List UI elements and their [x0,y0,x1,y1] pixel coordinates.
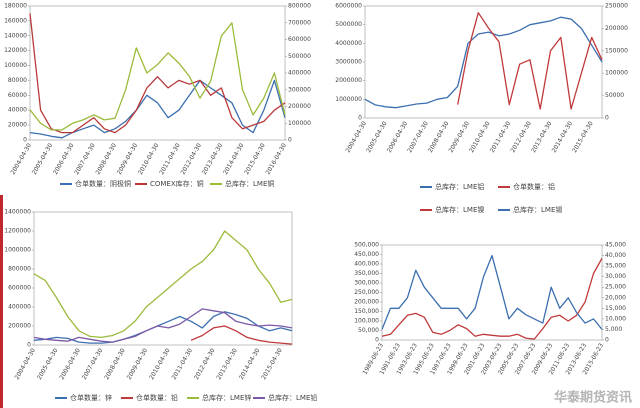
legend-label: 总库存：LME锡 [513,205,562,214]
y-tick-label: 0 [358,115,362,122]
y2-tick-label: 10,000 [605,315,626,322]
legend-label: 总库存：LME铝 [435,182,484,191]
y-tick-label: 100,000 [354,318,379,325]
y2-tick-label: 200000 [605,25,628,32]
y-tick-label: 350,000 [354,270,379,277]
y-tick-label: 1200000 [4,228,31,235]
y-tick-label: 200,000 [354,299,379,306]
y2-tick-label: 0 [605,115,609,122]
y-tick-label: 6000000 [335,3,362,10]
y-tick-label: 40000 [8,107,27,114]
y2-tick-label: 600000 [288,36,311,43]
legend-label: 仓单数量：锌 [70,393,112,402]
y2-tick-label: 250000 [605,3,628,10]
y2-tick-label: 200000 [288,103,311,110]
y2-tick-label: 35,000 [605,263,626,270]
y2-tick-label: 500000 [288,53,311,60]
y-tick-label: 400,000 [354,261,379,268]
legend-label: 总库存：LME铜 [225,179,274,188]
y-tick-label: 0 [375,337,379,344]
series-line [190,325,293,345]
accent-bar [0,195,3,408]
watermark: 华泰期货资讯 [554,390,632,406]
y2-tick-label: 30,000 [605,273,626,280]
y2-tick-label: 700000 [288,19,311,26]
series-line [457,12,603,110]
y-tick-label: 1000000 [4,247,31,254]
y2-tick-label: 45,000 [605,242,626,249]
series-line [381,257,603,340]
y-tick-label: 3000000 [335,59,362,66]
y2-tick-label: 20,000 [605,294,626,301]
y-tick-label: 500,000 [354,242,379,249]
series-line [33,230,293,339]
y2-tick-label: 0 [288,137,292,144]
legend-label: 总库存：LME镍 [435,205,484,214]
legend-label: 仓单数量：铝 [513,182,555,191]
y2-tick-label: 150000 [605,47,628,54]
y-tick-label: 160000 [4,17,27,24]
y2-tick-label: 5,000 [605,326,622,333]
y2-tick-label: 25,000 [605,284,626,291]
y2-tick-label: 300000 [288,86,311,93]
y-tick-label: 450,000 [354,251,379,258]
y-tick-label: 120000 [4,47,27,54]
y-tick-label: 4000000 [335,40,362,47]
y2-tick-label: 800000 [288,3,311,10]
series-line [29,22,286,131]
y-tick-label: 300,000 [354,280,379,287]
y2-tick-label: 15,000 [605,305,626,312]
y2-tick-label: 0 [605,337,609,344]
y-tick-label: 180000 [4,3,27,10]
series-line [364,16,603,109]
y-tick-label: 1000000 [335,96,362,103]
y-tick-label: 200000 [8,323,31,330]
series-line [33,308,293,343]
y2-tick-label: 400000 [288,70,311,77]
y-tick-label: 20000 [8,122,27,129]
y2-tick-label: 100000 [288,120,311,127]
y-tick-label: 1400000 [4,209,31,216]
series-line [381,254,603,330]
y-tick-label: 250,000 [354,289,379,296]
y-tick-label: 600000 [8,285,31,292]
y-tick-label: 400000 [8,304,31,311]
series-line [29,13,286,134]
y-tick-label: 5000000 [335,21,362,28]
y-tick-label: 50,000 [358,327,379,334]
legend-label: 仓单数量：铅 [136,393,178,402]
legend-label: 仓单数量：阴极铜 [75,179,131,188]
y-tick-label: 150,000 [354,308,379,315]
legend-label: 总库存：LME锌 [202,393,251,402]
y2-tick-label: 40,000 [605,252,626,259]
y-tick-label: 60000 [8,92,27,99]
y-tick-label: 80000 [8,77,27,84]
legend-label: COMEX库存：铜 [150,179,204,188]
legend-label: 总库存：LME铅 [268,393,317,402]
y-tick-label: 0 [27,342,31,349]
y2-tick-label: 50000 [605,92,624,99]
plot-frame [33,211,293,346]
y-tick-label: 100000 [4,62,27,69]
y-tick-label: 140000 [4,32,27,39]
series-line [33,311,293,344]
y2-tick-label: 100000 [605,70,628,77]
y-tick-label: 0 [23,137,27,144]
y-tick-label: 800000 [8,266,31,273]
y-tick-label: 2000000 [335,77,362,84]
